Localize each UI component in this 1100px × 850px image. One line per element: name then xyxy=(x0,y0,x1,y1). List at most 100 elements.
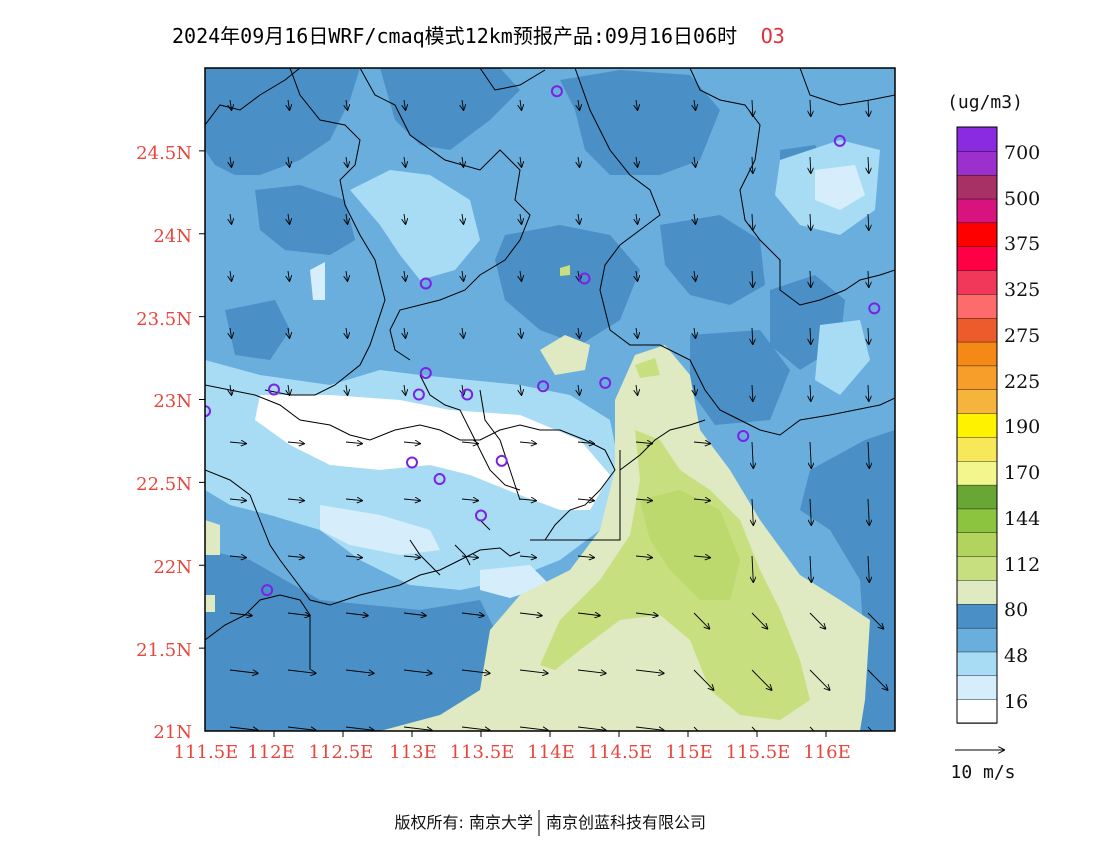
wind-arrow xyxy=(751,669,772,690)
station-marker[interactable] xyxy=(495,454,508,467)
colorbar-label: 325 xyxy=(1004,279,1040,301)
station-marker[interactable] xyxy=(433,473,446,486)
wind-arrow xyxy=(694,327,695,338)
wind-arrow xyxy=(462,213,463,224)
wind-arrow xyxy=(868,156,869,173)
wind-arrow xyxy=(520,156,521,167)
wind-arrow xyxy=(868,213,869,230)
station-marker[interactable] xyxy=(833,134,846,147)
wind-arrow xyxy=(287,499,304,501)
company-text: 南京创蓝科技有限公司 xyxy=(546,813,706,832)
wind-arrow xyxy=(461,499,478,501)
station-marker[interactable] xyxy=(599,376,612,389)
wind-arrow xyxy=(229,726,258,730)
wind-arrow xyxy=(810,441,811,468)
station-marker[interactable] xyxy=(868,302,881,315)
wind-arrow xyxy=(345,499,362,501)
wind-arrow xyxy=(229,613,252,616)
station-marker[interactable] xyxy=(406,456,418,469)
wind-arrow xyxy=(578,384,579,395)
wind-arrow xyxy=(752,99,753,116)
wind-arrow xyxy=(519,556,536,558)
species-label: O3 xyxy=(761,24,785,48)
lon-tick-label: 115.5E xyxy=(726,742,791,763)
lon-tick-label: 114.5E xyxy=(588,742,653,763)
wind-arrow xyxy=(810,99,811,116)
wind-arrow xyxy=(810,270,811,287)
wind-arrow xyxy=(346,213,347,224)
station-marker[interactable] xyxy=(268,383,280,396)
wind-arrow xyxy=(462,156,463,167)
station-marker[interactable] xyxy=(200,405,211,418)
wind-arrow xyxy=(346,99,347,110)
axis-ticks xyxy=(199,150,827,737)
station-marker[interactable] xyxy=(261,584,274,597)
station-marker[interactable] xyxy=(737,429,750,442)
wind-arrow xyxy=(578,327,579,338)
wind-arrow xyxy=(230,327,231,338)
map-panel[interactable] xyxy=(200,68,895,747)
lat-tick-label: 21N xyxy=(153,722,192,743)
wind-arrow xyxy=(230,270,231,281)
wind-arrow xyxy=(810,327,811,344)
wind-arrow xyxy=(230,213,231,224)
concentration-band-144-170 xyxy=(640,490,740,600)
colorbar-swatch xyxy=(956,126,998,152)
lon-tick-label: 114E xyxy=(527,742,575,763)
wind-arrow xyxy=(868,327,869,344)
wind-arrow xyxy=(868,384,869,401)
lon-tick-label: 112E xyxy=(247,742,295,763)
colorbar-swatch xyxy=(956,245,998,271)
colorbar-unit: (ug/m3) xyxy=(947,92,1023,113)
wind-arrow xyxy=(288,99,289,110)
wind-arrow xyxy=(578,99,579,110)
latitude-axis: 24.5N 24N 23.5N 23N 22.5N 22N 21.5N 21N xyxy=(136,143,192,743)
wind-arrow xyxy=(809,612,825,629)
station-marker[interactable] xyxy=(550,85,563,98)
wind-arrow xyxy=(868,99,869,116)
colorbar-swatch xyxy=(956,698,998,724)
wind-arrow xyxy=(810,384,811,401)
lat-tick-label: 24.5N xyxy=(136,143,192,164)
wind-arrow xyxy=(694,384,695,395)
wind-arrow xyxy=(229,442,246,444)
colorbar-label: 48 xyxy=(1004,645,1028,667)
colorbar-frame xyxy=(956,126,998,724)
wind-arrow xyxy=(636,213,637,224)
station-marker[interactable] xyxy=(578,272,591,285)
wind-arrow xyxy=(461,726,490,730)
wind-arrow xyxy=(404,270,405,281)
colorbar-swatch xyxy=(956,579,998,605)
colorbar-swatch xyxy=(956,150,998,176)
wind-arrow xyxy=(635,442,652,444)
colorbar-swatch xyxy=(956,269,998,295)
station-marker[interactable] xyxy=(475,509,487,522)
wind-arrow xyxy=(636,270,637,281)
wind-arrow xyxy=(287,726,316,730)
title-text: 2024年09月16日WRF/cmaq模式12km预报产品:09月16日06时 xyxy=(172,24,737,48)
wind-arrow xyxy=(577,556,594,558)
wind-arrow xyxy=(752,441,753,468)
wind-arrow xyxy=(345,726,374,730)
wind-arrow xyxy=(636,384,637,395)
wind-arrow xyxy=(694,270,695,281)
station-marker[interactable] xyxy=(419,277,432,290)
station-marker[interactable] xyxy=(412,388,425,401)
wind-arrow xyxy=(404,213,405,224)
wind-arrow xyxy=(519,442,536,444)
wind-arrow xyxy=(287,613,310,616)
colorbar-swatch xyxy=(956,222,998,247)
wind-arrow xyxy=(345,669,374,673)
colorbar-swatches xyxy=(956,126,998,724)
lat-tick-label: 24N xyxy=(153,226,192,247)
lat-tick-label: 22.5N xyxy=(136,474,192,495)
lon-tick-label: 112.5E xyxy=(309,742,374,763)
station-marker[interactable] xyxy=(419,366,432,379)
wind-arrow xyxy=(230,99,231,110)
wind-arrow xyxy=(636,156,637,167)
station-marker[interactable] xyxy=(537,380,550,393)
colorbar-swatch xyxy=(956,675,998,700)
station-marker[interactable] xyxy=(461,388,474,401)
wind-arrow xyxy=(810,156,811,173)
wind-arrow xyxy=(810,498,811,525)
